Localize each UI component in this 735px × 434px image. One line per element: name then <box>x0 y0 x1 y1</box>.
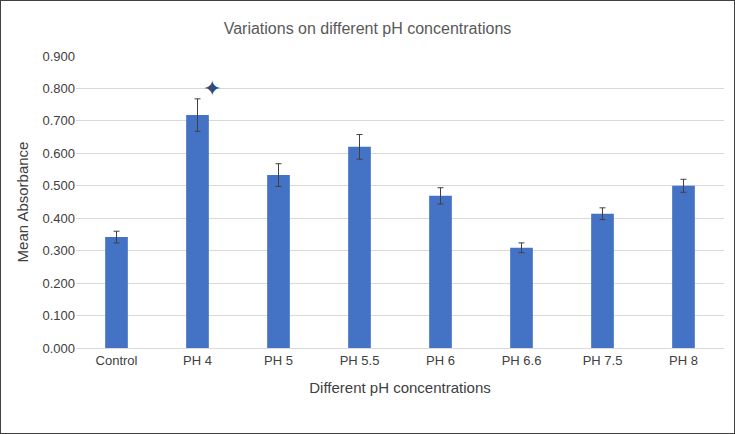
svg-text:PH 5: PH 5 <box>264 353 293 368</box>
svg-text:PH 7.5: PH 7.5 <box>583 353 623 368</box>
svg-text:Variations on different pH con: Variations on different pH concentration… <box>224 20 512 37</box>
svg-text:PH 5.5: PH 5.5 <box>340 353 380 368</box>
svg-text:PH 6: PH 6 <box>426 353 455 368</box>
svg-text:0.300: 0.300 <box>42 243 75 258</box>
svg-text:PH 6.6: PH 6.6 <box>502 353 542 368</box>
svg-text:Mean Absorbance: Mean Absorbance <box>14 142 31 263</box>
svg-text:✦: ✦ <box>203 76 221 101</box>
svg-text:0.600: 0.600 <box>42 146 75 161</box>
svg-text:0.100: 0.100 <box>42 308 75 323</box>
svg-text:PH 4: PH 4 <box>183 353 212 368</box>
svg-text:PH 8: PH 8 <box>669 353 698 368</box>
svg-text:Control: Control <box>96 353 138 368</box>
svg-text:0.400: 0.400 <box>42 211 75 226</box>
svg-text:0.200: 0.200 <box>42 276 75 291</box>
svg-text:0.900: 0.900 <box>42 49 75 64</box>
svg-text:0.000: 0.000 <box>42 341 75 356</box>
svg-text:0.700: 0.700 <box>42 113 75 128</box>
svg-text:0.800: 0.800 <box>42 81 75 96</box>
svg-text:Different pH concentrations: Different pH concentrations <box>309 379 491 396</box>
svg-text:0.500: 0.500 <box>42 178 75 193</box>
